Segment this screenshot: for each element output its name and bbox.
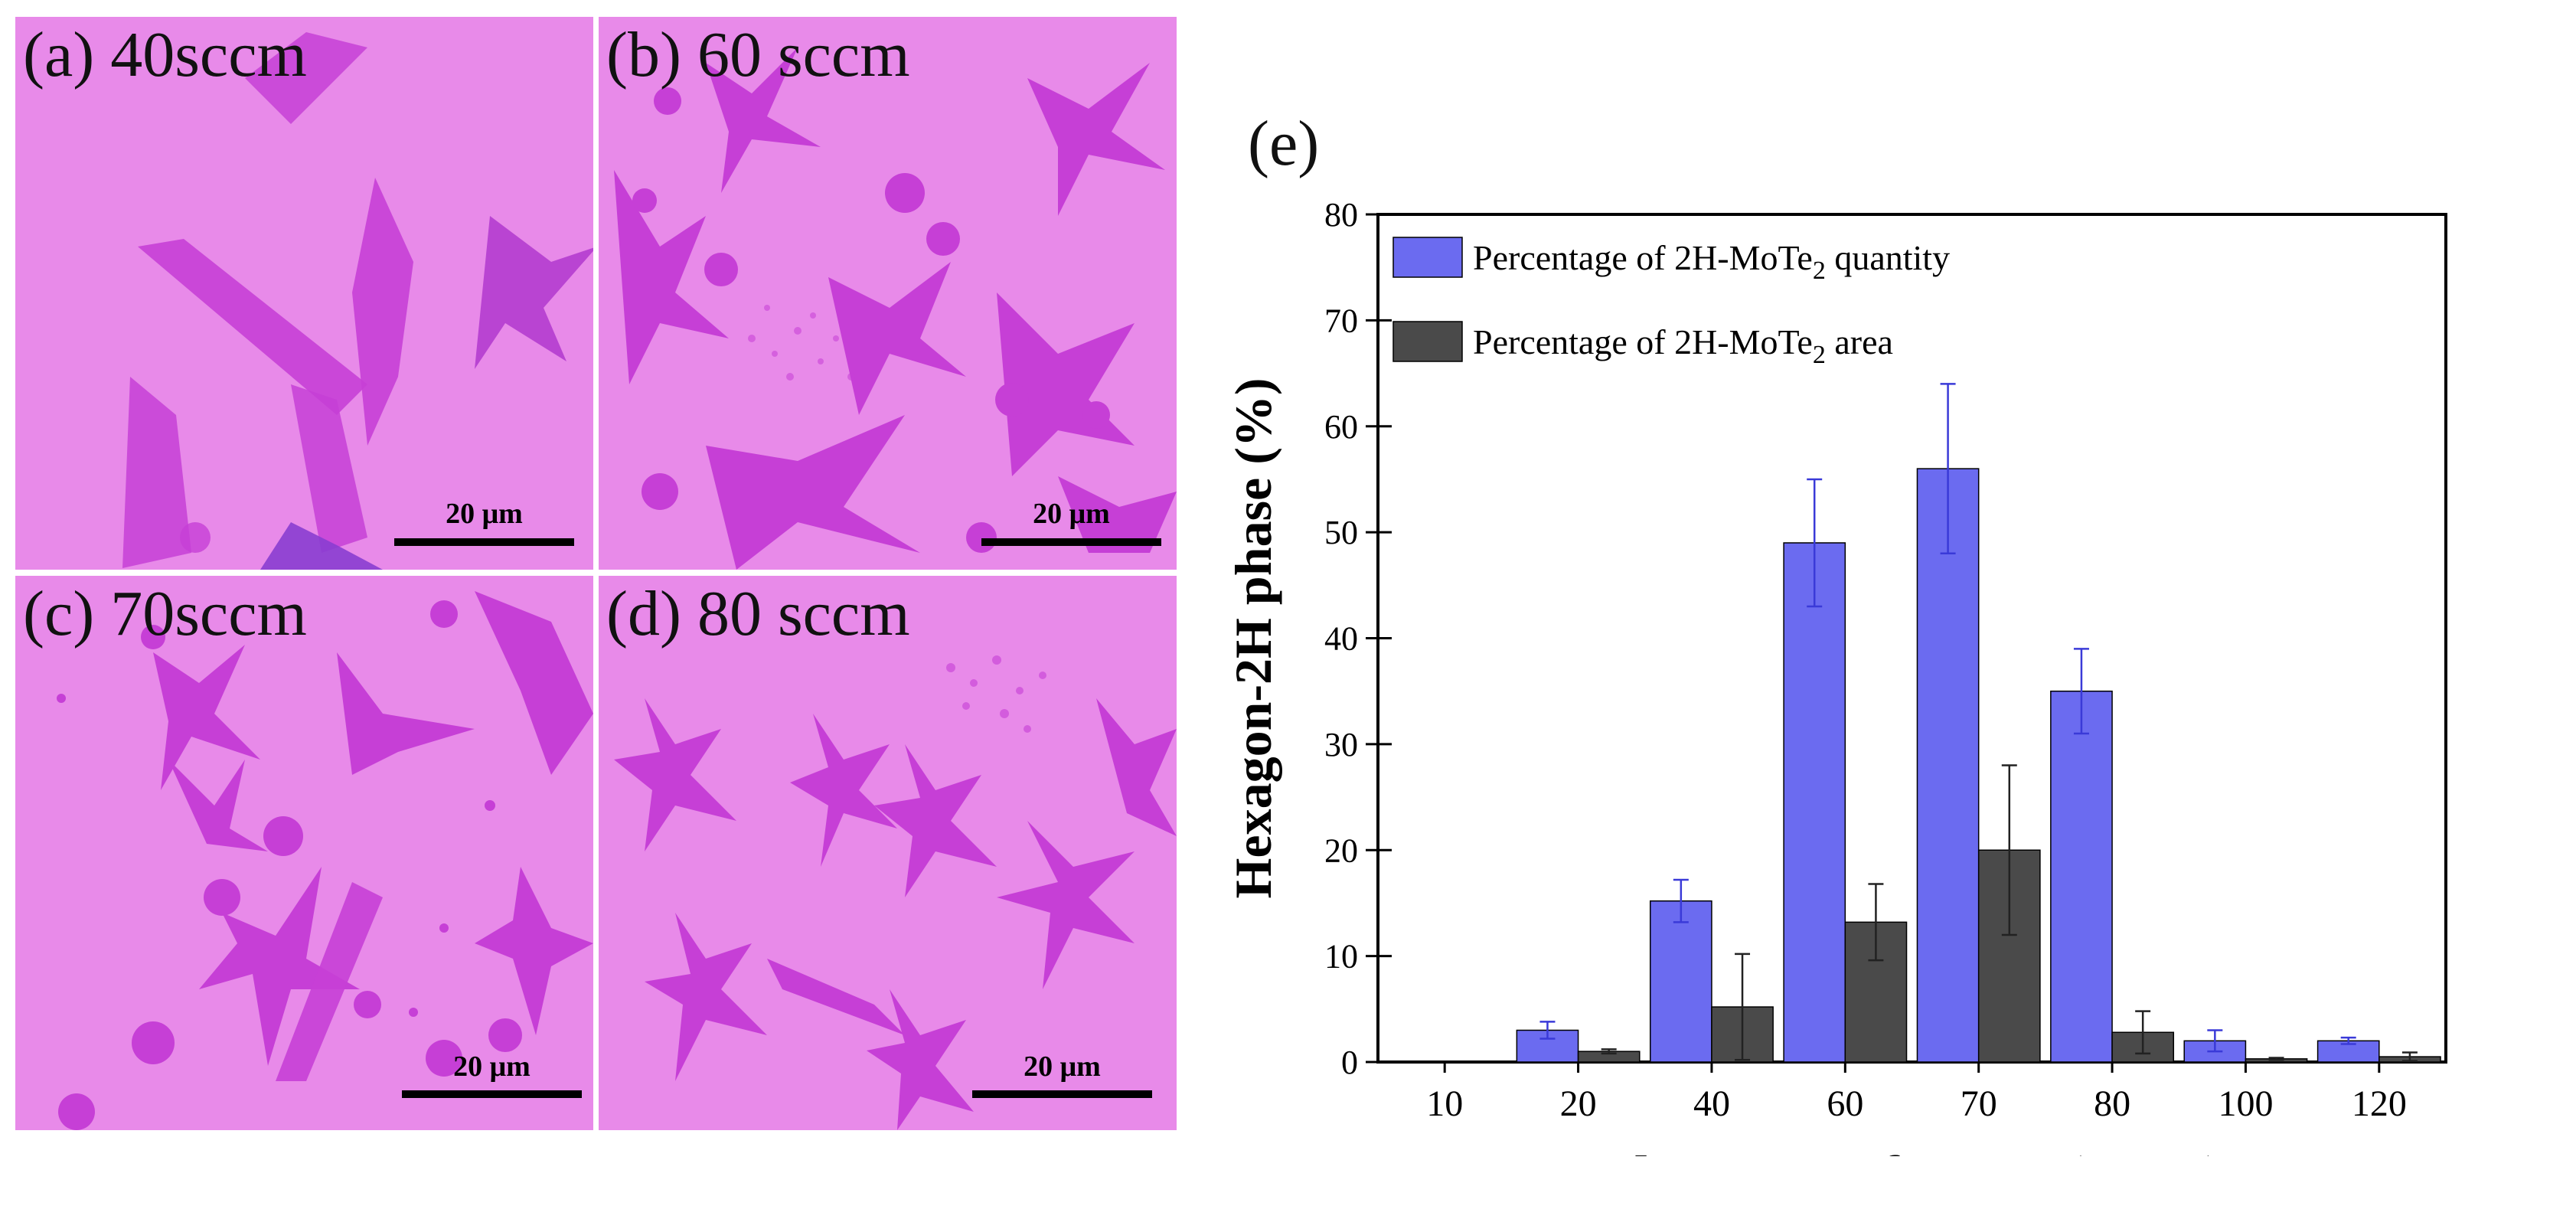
panel-label-e: (e) bbox=[1248, 108, 1319, 179]
x-tick-label: 120 bbox=[2352, 1083, 2407, 1124]
bar-chart: 0 10 20 30 40 50 60 70 80 10 20 40 60 70 80 100 120 Perce… bbox=[1224, 108, 2447, 1156]
scale-bar-d bbox=[972, 1090, 1152, 1098]
scale-label-b: 20 μm bbox=[1033, 498, 1110, 530]
panel-label-a: (a) 40sccm bbox=[23, 19, 307, 90]
y-tick-label: 10 bbox=[1324, 938, 1358, 975]
flakes-c bbox=[57, 591, 593, 1130]
x-tick-label: 40 bbox=[1693, 1083, 1730, 1124]
panel-label-c: (c) 70sccm bbox=[23, 578, 307, 649]
panel-label-b: (b) 60 sccm bbox=[606, 19, 910, 90]
legend-label-quantity: Percentage of 2H-MoTe2 quantity bbox=[1473, 238, 1950, 285]
panel-label-d: (d) 80 sccm bbox=[606, 578, 910, 649]
x-axis-label: Flow rate of H2/Ar(sccm) bbox=[1598, 1145, 2225, 1156]
scale-bar-a bbox=[394, 538, 574, 546]
micrograph-c: (c) 70sccm 20 μm bbox=[15, 576, 593, 1130]
y-tick-label: 0 bbox=[1341, 1044, 1358, 1081]
flakes-d bbox=[614, 655, 1177, 1130]
micrograph-d: (d) 80 sccm 20 μm bbox=[599, 576, 1177, 1130]
legend-swatch-area bbox=[1392, 321, 1463, 362]
y-tick-label: 60 bbox=[1324, 408, 1358, 446]
scale-label-c: 20 μm bbox=[453, 1051, 531, 1083]
scale-bar-b bbox=[981, 538, 1161, 546]
flakes-a bbox=[122, 32, 593, 570]
legend-label-area: Percentage of 2H-MoTe2 area bbox=[1473, 322, 1893, 369]
legend-swatch-quantity bbox=[1392, 237, 1463, 278]
x-tick-label: 10 bbox=[1426, 1083, 1463, 1124]
bar-quantity bbox=[1916, 468, 1980, 1063]
x-tick-label: 80 bbox=[2094, 1083, 2130, 1124]
bar-quantity bbox=[1649, 900, 1712, 1063]
y-tick-label: 50 bbox=[1324, 514, 1358, 551]
micrograph-b: (b) 60 sccm 20 μm bbox=[599, 17, 1177, 570]
scale-label-d: 20 μm bbox=[1024, 1051, 1101, 1083]
y-tick-label: 80 bbox=[1324, 196, 1358, 234]
x-tick-label: 60 bbox=[1827, 1083, 1863, 1124]
y-tick-label: 70 bbox=[1324, 302, 1358, 339]
x-tick-label: 70 bbox=[1961, 1083, 1997, 1124]
x-tick-label: 100 bbox=[2218, 1083, 2273, 1124]
bar-quantity bbox=[2050, 690, 2113, 1063]
micrograph-a: (a) 40sccm 20 μm bbox=[15, 17, 593, 570]
x-tick-label: 20 bbox=[1560, 1083, 1597, 1124]
y-tick-label: 30 bbox=[1324, 726, 1358, 763]
y-axis-label: Hexagon-2H phase (%) bbox=[1224, 378, 1282, 899]
scale-bar-c bbox=[402, 1090, 582, 1098]
scale-label-a: 20 μm bbox=[446, 498, 523, 530]
flakes-b bbox=[614, 47, 1177, 570]
bar-quantity bbox=[1783, 542, 1846, 1063]
y-tick-label: 40 bbox=[1324, 620, 1358, 658]
y-tick-label: 20 bbox=[1324, 832, 1358, 869]
